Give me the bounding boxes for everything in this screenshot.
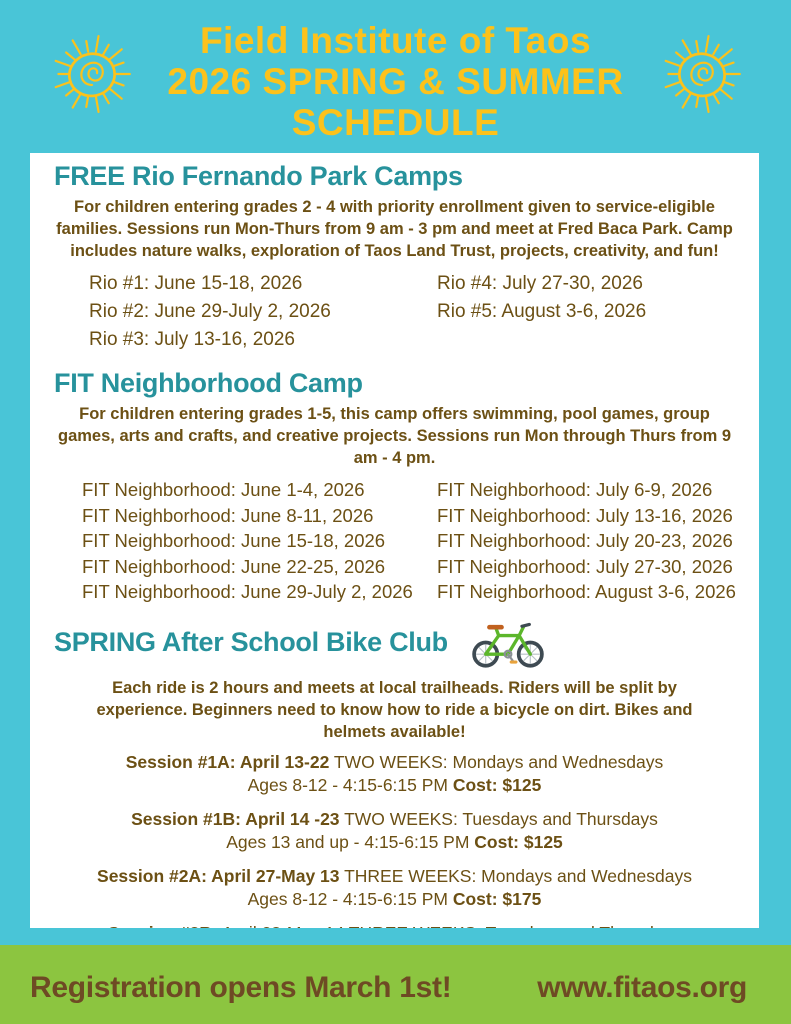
- list-item: FIT Neighborhood: July 20-23, 2026: [437, 530, 733, 551]
- session-line-2: Ages 13 and up - 4:15-6:15 PM Cost: $125: [44, 831, 745, 854]
- session-bold-text: Session #1B: April 14 -23: [131, 808, 340, 829]
- session-cost: Cost: $125: [452, 774, 542, 795]
- list-item: FIT Neighborhood: July 6-9, 2026: [437, 479, 713, 500]
- title-line-2: 2026 SPRING & SUMMER: [167, 61, 624, 102]
- session-cost: Cost: $125: [474, 831, 563, 852]
- list-item: Rio #2: June 29-July 2, 2026: [89, 301, 331, 322]
- page-title: Field Institute of Taos 2026 SPRING & SU…: [0, 20, 791, 143]
- bike-description: Each ride is 2 hours and meets at local …: [96, 678, 693, 741]
- session-regular-text: TWO WEEKS: Mondays and Wednesdays: [329, 751, 664, 772]
- title-line-3: SCHEDULE: [291, 102, 500, 143]
- list-item: FIT Neighborhood: June 1-4, 2026: [82, 479, 365, 500]
- section-bike-club: SPRING After School Bike Club: [44, 617, 745, 929]
- registration-text: Registration opens March 1st!: [30, 970, 452, 1004]
- section-rio-fernando: FREE Rio Fernando Park Camps For childre…: [44, 161, 745, 354]
- header: Field Institute of Taos 2026 SPRING & SU…: [0, 0, 791, 153]
- rio-date-columns: Rio #1: June 15-18, 2026 Rio #2: June 29…: [89, 270, 745, 354]
- session-line-1: Session #2B: April 28-May 14 THREE WEEKS…: [44, 922, 745, 929]
- session-line-2: Ages 8-12 - 4:15-6:15 PM Cost: $125: [44, 774, 745, 797]
- bike-title-row: SPRING After School Bike Club: [44, 617, 745, 669]
- session-line-2: Ages 8-12 - 4:15-6:15 PM Cost: $175: [44, 888, 745, 911]
- fit-date-column-2: FIT Neighborhood: July 6-9, 2026 FIT Nei…: [437, 477, 736, 605]
- rio-date-column-2: Rio #4: July 27-30, 2026 Rio #5: August …: [437, 270, 646, 354]
- session-block-2a: Session #2A: April 27-May 13 THREE WEEKS…: [44, 865, 745, 911]
- bicycle-icon: [472, 622, 544, 668]
- sun-doodle-icon: [664, 35, 741, 113]
- rio-section-title: FREE Rio Fernando Park Camps: [54, 161, 463, 191]
- session-bold-text: Session #2A: April 27-May 13: [97, 865, 340, 886]
- session-bold-text: Session #1A: April 13-22: [125, 751, 330, 772]
- session-line-1: Session #1A: April 13-22 TWO WEEKS: Mond…: [44, 751, 745, 774]
- session-regular-text: TWO WEEKS: Tuesdays and Thursdays: [339, 808, 658, 829]
- list-item: Rio #4: July 27-30, 2026: [437, 273, 643, 294]
- footer-band: Registration opens March 1st! www.fitaos…: [0, 945, 791, 1024]
- list-item: Rio #3: July 13-16, 2026: [89, 329, 295, 350]
- list-item: FIT Neighborhood: July 27-30, 2026: [437, 555, 733, 577]
- session-block-1a: Session #1A: April 13-22 TWO WEEKS: Mond…: [44, 751, 745, 797]
- rio-date-column-1: Rio #1: June 15-18, 2026 Rio #2: June 29…: [89, 270, 437, 354]
- website-url: www.fitaos.org: [537, 970, 747, 1004]
- list-item: Rio #5: August 3-6, 2026: [437, 301, 647, 322]
- fit-description: For children entering grades 1-5, this c…: [58, 405, 731, 467]
- session-line-1: Session #2A: April 27-May 13 THREE WEEKS…: [44, 865, 745, 888]
- fit-date-columns: FIT Neighborhood: June 1-4, 2026 FIT Nei…: [82, 477, 745, 605]
- title-line-1: Field Institute of Taos: [199, 20, 592, 61]
- list-item: FIT Neighborhood: July 13-16, 2026: [437, 504, 733, 526]
- content-card: FREE Rio Fernando Park Camps For childre…: [30, 153, 759, 928]
- bike-section-title: SPRING After School Bike Club: [54, 627, 448, 657]
- list-item: Rio #1: June 15-18, 2026: [89, 273, 303, 294]
- session-line-1: Session #1B: April 14 -23 TWO WEEKS: Tue…: [44, 808, 745, 831]
- session-cost: Cost: $175: [452, 888, 542, 909]
- session-ages-text: Ages 8-12 - 4:15-6:15 PM: [247, 888, 453, 909]
- session-block-1b: Session #1B: April 14 -23 TWO WEEKS: Tue…: [44, 808, 745, 854]
- session-regular-text: April 28-May 14 THREE WEEKS: Tuesdays an…: [218, 923, 681, 929]
- session-block-2b: Session #2B: April 28-May 14 THREE WEEKS…: [44, 922, 745, 929]
- sun-doodle-icon: [54, 35, 131, 113]
- session-regular-text: THREE WEEKS: Mondays and Wednesdays: [339, 865, 692, 886]
- fit-section-title: FIT Neighborhood Camp: [54, 368, 363, 398]
- list-item: FIT Neighborhood: June 29-July 2, 2026: [82, 581, 413, 602]
- rio-description: For children entering grades 2 - 4 with …: [56, 198, 733, 260]
- list-item: FIT Neighborhood: June 15-18, 2026: [82, 530, 386, 551]
- list-item: FIT Neighborhood: June 8-11, 2026: [82, 504, 374, 526]
- fit-date-column-1: FIT Neighborhood: June 1-4, 2026 FIT Nei…: [82, 477, 437, 605]
- session-bold-text: Session #2B:: [108, 923, 218, 929]
- section-fit-neighborhood: FIT Neighborhood Camp For children enter…: [44, 368, 745, 605]
- session-ages-text: Ages 13 and up - 4:15-6:15 PM: [226, 831, 475, 852]
- list-item: FIT Neighborhood: June 22-25, 2026: [82, 555, 386, 577]
- session-ages-text: Ages 8-12 - 4:15-6:15 PM: [247, 774, 453, 795]
- list-item: FIT Neighborhood: August 3-6, 2026: [437, 581, 736, 602]
